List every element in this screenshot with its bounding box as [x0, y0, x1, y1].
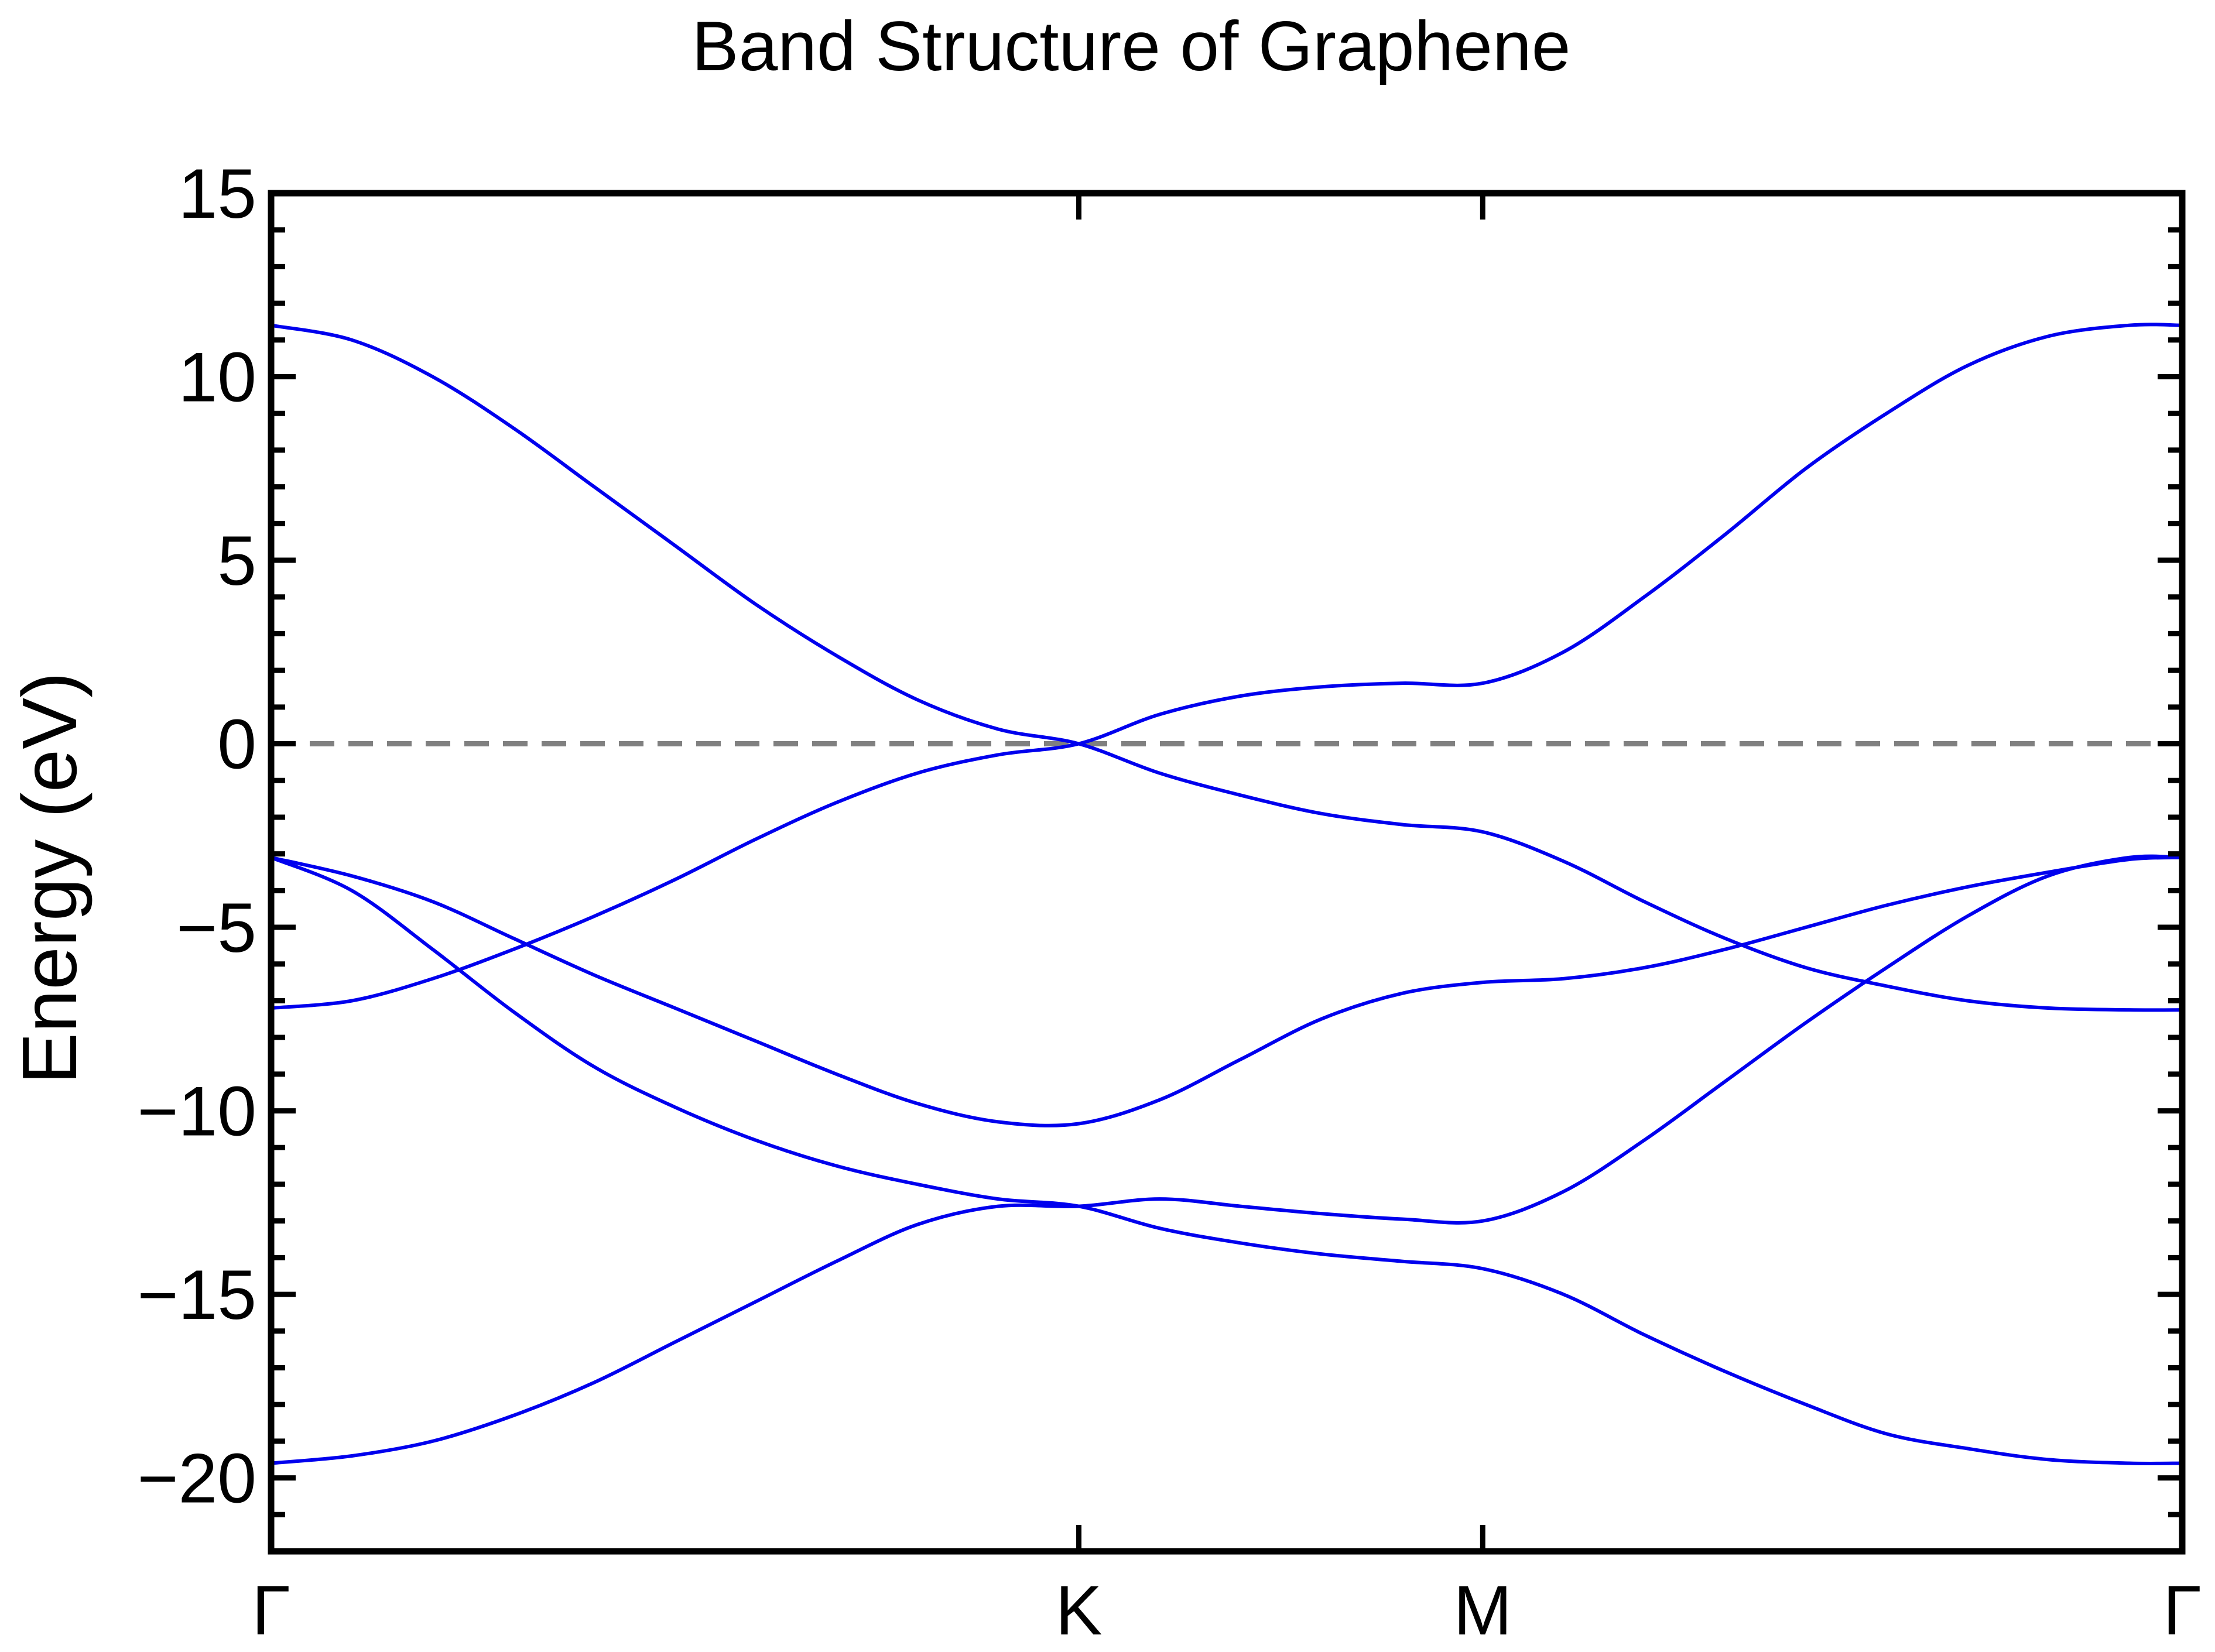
band-line-3	[271, 855, 2183, 1127]
x-tick-label: Γ	[2163, 1571, 2202, 1650]
y-tick-label: 15	[179, 155, 256, 233]
y-tick-label: −10	[137, 1072, 256, 1151]
band-line-1	[271, 323, 2183, 1012]
y-axis-label: Energy (eV)	[6, 672, 93, 1084]
band-line-5	[271, 854, 2183, 1465]
y-tick-label: −5	[176, 889, 256, 967]
band-line-4	[270, 856, 2183, 1465]
plot-area: 15 10 5 0 −5 −10 −15 −20 Γ K M Γ	[137, 155, 2202, 1650]
y-tick-label: 0	[217, 705, 256, 784]
x-tick-label: K	[1056, 1571, 1103, 1650]
y-tick-label: −15	[137, 1256, 256, 1334]
chart-title: Band Structure of Graphene	[692, 7, 1571, 85]
y-tick-label: 5	[217, 522, 256, 600]
x-tick-label: M	[1453, 1571, 1512, 1650]
plot-frame	[268, 190, 2186, 1555]
y-tick-label: −20	[137, 1439, 256, 1518]
x-tick-label: Γ	[252, 1571, 290, 1650]
band-line-2	[271, 323, 2183, 1010]
y-tick-label: 10	[179, 338, 256, 417]
